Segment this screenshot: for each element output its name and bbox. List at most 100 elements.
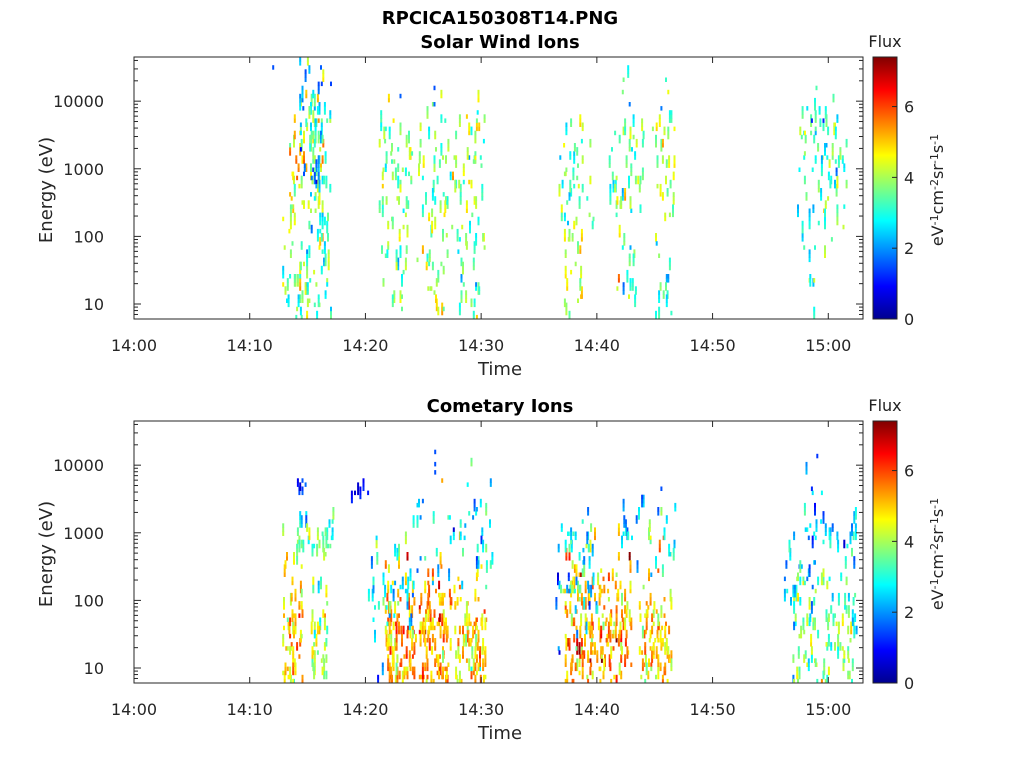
colorbar-tick-label: 6 [904, 462, 914, 481]
heatmap-cell [484, 625, 487, 631]
heatmap-cell [331, 519, 334, 524]
heatmap-cell [463, 638, 466, 643]
heatmap-cell [290, 597, 293, 602]
heatmap-cell [408, 134, 410, 140]
heatmap-cell [448, 568, 451, 573]
heatmap-cell [839, 642, 842, 647]
heatmap-cell [655, 310, 657, 316]
heatmap-cell [841, 621, 844, 627]
panel-solar-wind: Solar Wind Ions 14:00 14:10 14:20 14:30 14:4… [36, 32, 947, 380]
heatmap-cell [391, 662, 394, 667]
heatmap-cell [833, 130, 836, 136]
heatmap-cell [289, 617, 292, 622]
heatmap-cell [799, 601, 802, 606]
heatmap-cell [301, 678, 304, 684]
heatmap-cell [381, 183, 384, 189]
heatmap-cell [416, 257, 419, 263]
heatmap-cell [611, 175, 614, 181]
heatmap-cell [589, 547, 592, 553]
heatmap-cell [629, 196, 632, 201]
heatmap-cell [590, 527, 593, 532]
heatmap-cell [411, 654, 414, 659]
heatmap-cell [617, 523, 620, 528]
heatmap-cell [459, 183, 462, 189]
heatmap-cell [449, 597, 452, 602]
heatmap-cell [296, 560, 299, 565]
heatmap-cell [396, 547, 399, 553]
heatmap-cell [424, 621, 427, 627]
heatmap-cell [570, 527, 573, 532]
heatmap-cell [799, 568, 802, 573]
heatmap-cell [289, 650, 292, 655]
heatmap-cell [329, 114, 332, 119]
heatmap-cell [398, 233, 401, 238]
heatmap-cell [427, 580, 430, 586]
heatmap-cell [370, 556, 373, 561]
heatmap-cell [323, 646, 326, 651]
heatmap-cell [794, 621, 797, 627]
heatmap-cell [454, 601, 457, 606]
heatmap-cell [325, 674, 328, 680]
heatmap-cell [476, 547, 479, 553]
heatmap-cell [597, 617, 600, 622]
heatmap-cell [446, 625, 449, 631]
heatmap-cell [293, 138, 295, 144]
heatmap-cell [320, 167, 322, 172]
heatmap-cell [648, 638, 651, 643]
heatmap-cell [474, 159, 477, 164]
heatmap-cell [458, 658, 461, 663]
heatmap-cell [384, 584, 387, 590]
heatmap-cell [441, 306, 444, 312]
heatmap-cell [788, 547, 791, 553]
heatmap-cell [329, 110, 332, 115]
heatmap-cell [326, 118, 329, 123]
heatmap-cell [571, 237, 574, 242]
heatmap-cell [394, 552, 397, 557]
heatmap-cell [407, 204, 410, 209]
heatmap-cell [299, 97, 302, 103]
heatmap-cell [656, 163, 659, 168]
heatmap-cell [296, 306, 299, 312]
heatmap-cell [820, 580, 823, 586]
heatmap-cell [823, 670, 826, 676]
heatmap-cell [446, 253, 449, 258]
heatmap-cell [587, 588, 590, 594]
heatmap-cell [845, 576, 848, 582]
heatmap-cell [282, 265, 285, 271]
heatmap-cell [843, 163, 846, 168]
heatmap-cell [799, 564, 802, 569]
heatmap-cell [327, 216, 329, 222]
heatmap-cell [397, 179, 400, 185]
heatmap-cell [618, 134, 621, 140]
heatmap-cell [799, 576, 802, 582]
heatmap-cell [618, 138, 621, 144]
heatmap-cell [581, 568, 584, 573]
heatmap-cell [665, 278, 668, 283]
heatmap-cell [581, 666, 584, 672]
heatmap-cell [466, 147, 469, 152]
heatmap-cell [433, 85, 436, 91]
heatmap-cell [408, 592, 410, 598]
heatmap-cell [613, 621, 616, 627]
heatmap-cell [480, 539, 483, 545]
heatmap-cell [325, 588, 328, 594]
heatmap-cell [391, 294, 394, 299]
heatmap-cell [296, 552, 299, 557]
heatmap-cell [609, 188, 612, 193]
heatmap-cell [576, 658, 579, 663]
heatmap-cell [406, 233, 409, 238]
heatmap-cell [473, 196, 476, 201]
heatmap-cell [618, 224, 621, 230]
heatmap-cell [657, 654, 660, 659]
heatmap-cell [468, 666, 471, 672]
heatmap-cell [482, 642, 485, 647]
heatmap-cell [589, 666, 592, 672]
heatmap-cell [621, 192, 624, 197]
heatmap-cell [439, 208, 442, 213]
heatmap-cell [460, 261, 463, 267]
heatmap-cell [591, 220, 594, 226]
heatmap-cell [395, 670, 398, 676]
heatmap-cell [313, 155, 316, 160]
heatmap-cell [822, 511, 825, 516]
heatmap-cell [402, 269, 405, 275]
